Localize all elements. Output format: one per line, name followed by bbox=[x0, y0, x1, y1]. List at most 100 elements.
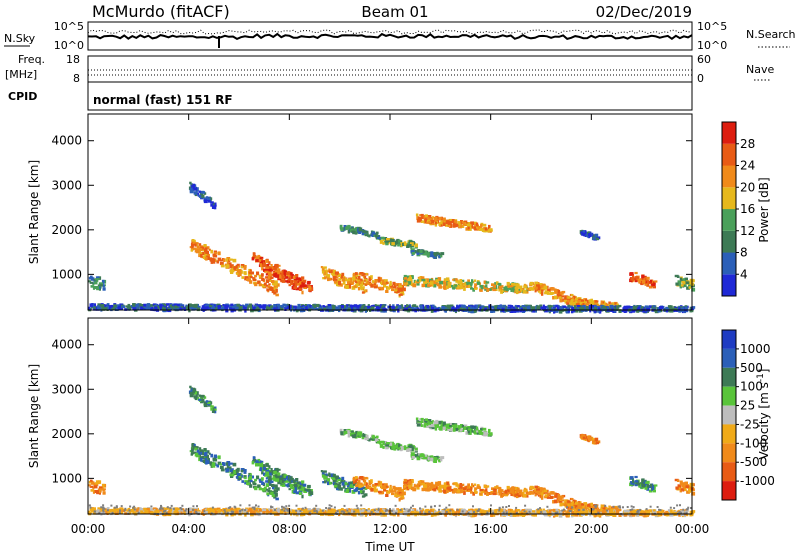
power-cbar-segment bbox=[722, 165, 736, 188]
velocity-cell bbox=[534, 485, 538, 488]
velocity-cell bbox=[210, 461, 214, 465]
velocity-cell bbox=[383, 488, 387, 492]
power-cell bbox=[613, 309, 617, 313]
power-cell bbox=[473, 221, 477, 224]
nsky-label: N.Sky bbox=[4, 32, 36, 45]
velocity-cell bbox=[345, 483, 349, 486]
power-cell bbox=[254, 274, 257, 278]
power-cell bbox=[214, 306, 218, 311]
velocity-cell bbox=[465, 431, 469, 435]
power-cell bbox=[107, 305, 112, 309]
velocity-cell bbox=[398, 487, 402, 491]
velocity-cell bbox=[473, 425, 477, 428]
power-cell bbox=[622, 309, 625, 313]
velocity-cell bbox=[494, 492, 498, 495]
velocity-cell bbox=[518, 494, 521, 498]
power-cell bbox=[210, 257, 214, 261]
power-cell bbox=[189, 181, 192, 185]
velocity-cell bbox=[95, 480, 100, 483]
velocity-cell bbox=[443, 482, 447, 486]
power-cell bbox=[450, 223, 453, 228]
velocity-cell bbox=[468, 489, 471, 492]
power-cell bbox=[97, 305, 100, 310]
velocity-cell bbox=[367, 485, 372, 489]
velocity-cell bbox=[570, 498, 574, 501]
velocity-cell bbox=[231, 471, 234, 475]
power-cell bbox=[98, 282, 103, 286]
power-cell bbox=[682, 283, 686, 286]
power-cell bbox=[205, 250, 209, 255]
power-cell bbox=[479, 228, 484, 231]
power-cell bbox=[284, 274, 287, 277]
power-cell bbox=[488, 228, 493, 232]
power-cell bbox=[602, 305, 607, 309]
power-cell bbox=[284, 307, 287, 311]
power-cell bbox=[201, 194, 205, 198]
velocity-cell bbox=[208, 452, 211, 455]
power-cell bbox=[224, 305, 229, 309]
velocity-cell bbox=[268, 476, 272, 480]
power-cell bbox=[469, 306, 473, 310]
power-cell bbox=[403, 274, 407, 277]
power-cbar-tick-label: 12 bbox=[740, 224, 755, 238]
power-cell bbox=[193, 307, 197, 311]
power-cell bbox=[447, 222, 451, 225]
velocity-cell bbox=[240, 474, 243, 478]
velocity-cell bbox=[434, 458, 437, 461]
power-cell bbox=[268, 275, 272, 280]
power-cell bbox=[303, 284, 307, 288]
velocity-cell bbox=[213, 456, 218, 459]
velocity-cell bbox=[430, 425, 435, 430]
power-cell bbox=[243, 267, 247, 270]
power-cell bbox=[191, 239, 195, 242]
velocity-cell bbox=[98, 486, 103, 490]
power-cell bbox=[216, 260, 219, 264]
velocity-cell bbox=[256, 475, 260, 480]
velocity-cell bbox=[474, 491, 478, 494]
power-cell bbox=[211, 304, 215, 307]
power-cell bbox=[386, 238, 390, 241]
velocity-cell bbox=[348, 485, 352, 489]
power-cell bbox=[94, 286, 99, 289]
power-cell bbox=[567, 299, 570, 303]
power-cell bbox=[365, 278, 368, 283]
power-cell bbox=[171, 303, 174, 307]
velocity-cell bbox=[274, 467, 279, 472]
velocity-cell bbox=[590, 506, 594, 510]
velocity-cell bbox=[410, 479, 414, 484]
velocity-cell bbox=[271, 483, 275, 487]
velocity-cell bbox=[261, 481, 265, 485]
velocity-cell bbox=[434, 426, 438, 431]
power-cell bbox=[271, 279, 275, 283]
velocity-cell bbox=[350, 481, 353, 485]
velocity-cell bbox=[377, 440, 381, 444]
power-cell bbox=[234, 306, 239, 310]
velocity-cell bbox=[383, 486, 387, 489]
velocity-cell bbox=[193, 390, 197, 395]
power-cell bbox=[347, 307, 352, 310]
velocity-cell bbox=[427, 456, 430, 461]
power-cell bbox=[629, 272, 634, 276]
power-cell bbox=[300, 308, 304, 313]
power-cell bbox=[400, 290, 405, 295]
power-cell bbox=[490, 309, 494, 313]
power-cell bbox=[484, 227, 488, 231]
power-cell bbox=[243, 305, 247, 309]
power-cell bbox=[397, 305, 401, 309]
velocity-cell bbox=[267, 489, 271, 493]
power-cell bbox=[400, 305, 404, 309]
power-cell bbox=[379, 240, 384, 244]
velocity-cell bbox=[322, 470, 327, 473]
power-cell bbox=[263, 268, 266, 272]
velocity-cell bbox=[237, 473, 241, 476]
power-cell bbox=[554, 295, 558, 300]
power-cell bbox=[686, 286, 690, 290]
power-cell bbox=[276, 283, 280, 287]
velocity-cell bbox=[567, 500, 571, 503]
power-cell bbox=[301, 290, 304, 295]
power-cell bbox=[340, 227, 344, 232]
power-cell bbox=[550, 287, 555, 291]
power-cell bbox=[295, 287, 300, 291]
power-cell bbox=[410, 245, 413, 249]
